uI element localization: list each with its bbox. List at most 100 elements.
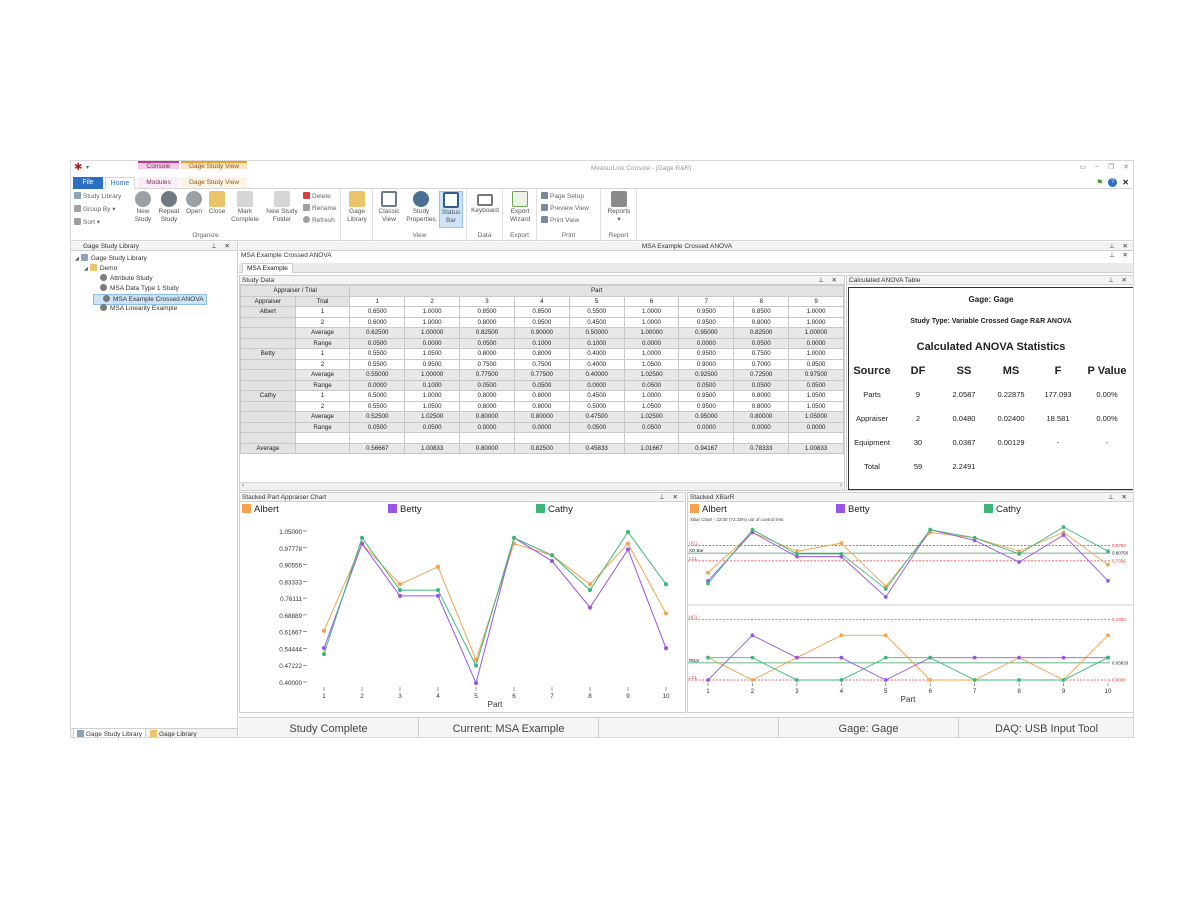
export-wizard-button[interactable]: Export Wizard xyxy=(506,191,534,224)
grid-value-cell[interactable]: 0.0500 xyxy=(459,337,515,349)
grid-value-cell[interactable]: 0.9500 xyxy=(678,390,735,402)
grid-value-cell[interactable] xyxy=(404,432,461,444)
scroll-right-icon[interactable]: › xyxy=(839,482,842,489)
grid-value-cell[interactable]: 0.0500 xyxy=(568,421,625,433)
grid-value-cell[interactable]: 0.95000 xyxy=(678,411,735,423)
page-setup-button[interactable]: Page Setup xyxy=(541,192,584,201)
grid-value-cell[interactable]: 0.0500 xyxy=(623,379,680,391)
grid-value-cell[interactable]: 0.8000 xyxy=(733,390,790,402)
grid-value-cell[interactable]: 0.0500 xyxy=(459,379,515,391)
grid-value-cell[interactable]: 0.0000 xyxy=(788,421,844,433)
grid-value-cell[interactable]: 0.9000 xyxy=(678,358,735,370)
grid-value-cell[interactable]: 0.5500 xyxy=(568,306,625,318)
grid-value-cell[interactable]: 0.7000 xyxy=(733,358,790,370)
grid-value-cell[interactable]: 0.47500 xyxy=(568,411,625,423)
grid-value-cell[interactable]: 0.0500 xyxy=(733,379,790,391)
open-button[interactable]: Open xyxy=(183,191,205,216)
xbarr-pin-close-icons[interactable]: ⊥ ✕ xyxy=(1108,494,1130,501)
close-document-icon[interactable]: ✕ xyxy=(1122,178,1129,187)
grid-value-cell[interactable] xyxy=(623,432,680,444)
grid-value-cell[interactable]: 0.1000 xyxy=(568,337,625,349)
grid-value-cell[interactable]: 1.0000 xyxy=(788,348,844,360)
grid-value-cell[interactable]: 0.8000 xyxy=(733,400,790,412)
tree-item-study[interactable]: MSA Data Type 1 Study xyxy=(93,284,179,293)
tree-expand-icon[interactable]: ◢ xyxy=(84,266,88,272)
grid-value-cell[interactable]: 1.02500 xyxy=(404,411,461,423)
grid-value-cell[interactable]: 0.4000 xyxy=(568,348,625,360)
tree-item-study[interactable]: MSA Linearity Example xyxy=(93,304,177,313)
grid-value-cell[interactable] xyxy=(733,432,790,444)
repeat-study-button[interactable]: Repeat Study xyxy=(156,191,182,224)
tree-item-study[interactable]: Attribute Study xyxy=(93,274,153,283)
grid-value-cell[interactable]: 0.45833 xyxy=(568,442,625,454)
grid-value-cell[interactable]: 0.0500 xyxy=(733,337,790,349)
tab-modules[interactable]: Modules xyxy=(138,177,179,188)
rename-button[interactable]: Rename xyxy=(303,204,337,213)
grid-value-cell[interactable]: 0.6500 xyxy=(349,306,406,318)
close-window-icon[interactable]: ✕ xyxy=(1123,164,1129,171)
grid-value-cell[interactable]: 0.0000 xyxy=(678,337,735,349)
grid-value-cell[interactable]: 1.0000 xyxy=(404,390,461,402)
anova-pin-close-icons[interactable]: ⊥ ✕ xyxy=(1108,277,1130,284)
grid-value-cell[interactable]: 0.5500 xyxy=(349,400,406,412)
grid-value-cell[interactable]: 0.92500 xyxy=(678,369,735,381)
grid-value-cell[interactable]: 0.8000 xyxy=(733,316,790,328)
grid-value-cell[interactable] xyxy=(788,432,844,444)
grid-value-cell[interactable]: 0.40000 xyxy=(568,369,625,381)
tree-item-root[interactable]: ◢ Gage Study Library xyxy=(75,254,147,262)
grid-value-cell[interactable]: 0.8000 xyxy=(459,316,515,328)
grid-value-cell[interactable]: 1.0000 xyxy=(788,306,844,318)
grid-value-cell[interactable]: 0.6000 xyxy=(349,316,406,328)
grid-value-cell[interactable] xyxy=(459,432,515,444)
grid-value-cell[interactable]: 1.0000 xyxy=(788,316,844,328)
delete-button[interactable]: Delete xyxy=(303,192,331,201)
restore-icon[interactable]: ❐ xyxy=(1107,164,1115,171)
grid-value-cell[interactable]: 0.9500 xyxy=(678,306,735,318)
grid-value-cell[interactable]: 0.0500 xyxy=(404,421,461,433)
grid-value-cell[interactable]: 0.82500 xyxy=(733,327,790,339)
grid-value-cell[interactable]: 1.00000 xyxy=(623,327,680,339)
grid-value-cell[interactable]: 0.55000 xyxy=(349,369,406,381)
grid-value-cell[interactable]: 0.9500 xyxy=(513,316,570,328)
grid-value-cell[interactable]: 0.8500 xyxy=(733,306,790,318)
grid-value-cell[interactable]: 0.0000 xyxy=(349,379,406,391)
grid-value-cell[interactable] xyxy=(349,432,406,444)
grid-value-cell[interactable]: 0.0000 xyxy=(513,421,570,433)
grid-value-cell[interactable]: 1.0500 xyxy=(623,358,680,370)
subheader-pin-close-icons[interactable]: ⊥ ✕ xyxy=(1109,252,1131,259)
grid-value-cell[interactable]: 0.56667 xyxy=(349,442,406,454)
grid-value-cell[interactable]: 0.8000 xyxy=(513,348,570,360)
grid-value-cell[interactable]: 0.77500 xyxy=(513,369,570,381)
grid-value-cell[interactable]: 0.82500 xyxy=(459,327,515,339)
grid-value-cell[interactable]: 0.80000 xyxy=(459,442,515,454)
grid-value-cell[interactable]: 0.0000 xyxy=(459,421,515,433)
grid-value-cell[interactable]: 0.80000 xyxy=(459,411,515,423)
grid-value-cell[interactable]: 0.8000 xyxy=(459,400,515,412)
grid-value-cell[interactable]: 0.4500 xyxy=(568,316,625,328)
grid-value-cell[interactable]: 0.8000 xyxy=(459,390,515,402)
stacked-chart-pin-close-icons[interactable]: ⊥ ✕ xyxy=(659,494,681,501)
grid-value-cell[interactable]: 1.0000 xyxy=(623,316,680,328)
grid-value-cell[interactable]: 0.5500 xyxy=(349,358,406,370)
horizontal-scrollbar[interactable]: ‹ › xyxy=(240,482,844,490)
grid-value-cell[interactable]: 0.5000 xyxy=(568,400,625,412)
tab-file[interactable]: File xyxy=(73,177,103,189)
grid-value-cell[interactable]: 0.8000 xyxy=(459,348,515,360)
flag-icon[interactable]: ⚑ xyxy=(1096,178,1104,187)
tab-gage-library[interactable]: Gage Library xyxy=(147,729,200,737)
grid-value-cell[interactable]: 0.0500 xyxy=(349,421,406,433)
grid-value-cell[interactable]: 0.8500 xyxy=(459,306,515,318)
grid-value-cell[interactable]: 0.5500 xyxy=(349,348,406,360)
grid-value-cell[interactable]: 1.00000 xyxy=(404,327,461,339)
grid-value-cell[interactable]: 1.02500 xyxy=(623,411,680,423)
grid-value-cell[interactable]: 0.8000 xyxy=(513,400,570,412)
help-icon[interactable]: ? xyxy=(1108,178,1118,187)
gage-library-button[interactable]: Gage Library xyxy=(343,191,371,224)
group-by-button[interactable]: Group By ▾ xyxy=(74,205,116,214)
refresh-button[interactable]: Refresh xyxy=(303,216,335,225)
grid-value-cell[interactable]: 0.9500 xyxy=(404,358,461,370)
grid-value-cell[interactable]: 0.8500 xyxy=(513,306,570,318)
tree-item-folder[interactable]: ◢ Demo xyxy=(84,264,118,272)
grid-value-cell[interactable]: 0.80000 xyxy=(733,411,790,423)
grid-value-cell[interactable]: 0.0000 xyxy=(678,421,735,433)
